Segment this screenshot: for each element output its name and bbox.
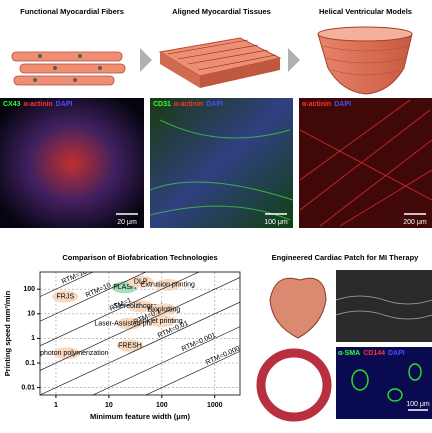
stain-label: CD144 xyxy=(363,350,385,357)
rtm-label: RTM=100 xyxy=(61,267,92,286)
chart: Comparison of Biofabrication Technologie… xyxy=(3,253,241,421)
technology-region xyxy=(52,290,79,303)
rtm-line xyxy=(40,277,240,371)
ultrasound-texture xyxy=(335,295,432,320)
technology-region xyxy=(154,278,181,291)
stain-label: α-actinin xyxy=(24,101,53,108)
y-tick-label: 10 xyxy=(27,311,35,318)
technology-region xyxy=(150,303,177,316)
x-tick-label: 100 xyxy=(156,402,168,409)
x-tick-label: 1000 xyxy=(207,402,223,409)
stain-label: α-actinin xyxy=(302,101,331,108)
micrograph xyxy=(336,347,432,419)
technology-label: Laser-Assisted printing xyxy=(94,320,165,327)
stain-label: DAPI xyxy=(206,101,223,108)
stain-label: DAPI xyxy=(388,350,405,357)
arrow xyxy=(288,48,300,72)
y-axis-label: Printing speed mm³/min xyxy=(3,290,12,376)
chart-title: Comparison of Biofabrication Technologie… xyxy=(62,253,217,262)
y-tick-label: 100 xyxy=(23,286,35,293)
technology-label: FLASH xyxy=(114,284,137,291)
panel-title: Aligned Myocardial Tissues xyxy=(172,7,271,16)
micrograph-texture xyxy=(149,119,294,221)
scale-bar-label: 20 μm xyxy=(117,219,137,226)
technology-region xyxy=(148,315,175,328)
y-tick-label: 0.01 xyxy=(21,384,35,391)
x-axis-label: Minimum feature width (μm) xyxy=(90,412,191,421)
technology-label: Bioplotting xyxy=(148,306,181,313)
stain-label: CX43 xyxy=(3,101,21,108)
technology-label: Extrusion printing xyxy=(141,282,195,289)
scale-bar-label: 100 μm xyxy=(406,401,430,408)
micrograph-texture xyxy=(299,99,432,227)
stain-label: CD31 xyxy=(153,101,171,108)
technology-label: FRJS xyxy=(57,293,75,300)
ultrasound xyxy=(336,270,432,342)
technology-region xyxy=(53,347,80,360)
rtm-line xyxy=(40,272,147,322)
stain-label: DAPI xyxy=(56,101,73,108)
rtm-line xyxy=(40,272,94,297)
y-tick-label: 1 xyxy=(31,335,35,342)
stain-label: α-actinin xyxy=(174,101,203,108)
technology-region xyxy=(127,300,154,313)
technology-region xyxy=(116,339,143,352)
micrograph xyxy=(0,98,144,228)
ventricle-illustration xyxy=(317,26,413,95)
technology-label: Stereolithography xyxy=(113,303,168,310)
technology-label: FRESH xyxy=(118,343,142,350)
technology-label: Inkjet printing xyxy=(141,318,183,325)
technology-region xyxy=(116,317,143,330)
plot-frame xyxy=(39,271,241,396)
micrograph-texture xyxy=(351,363,422,402)
x-tick-label: 1 xyxy=(54,402,58,409)
scale-bar-label: 200 μm xyxy=(403,219,427,226)
panel-title: Functional Myocardial Fibers xyxy=(20,7,124,16)
y-tick-label: 0.1 xyxy=(25,360,35,367)
scale-bar-label: 100 μm xyxy=(264,219,288,226)
patch-section xyxy=(256,348,332,422)
rtm-label: RTM=0.001 xyxy=(181,332,217,353)
technology-label: Two-photon polymerization xyxy=(25,350,109,357)
technology-label: DLP xyxy=(134,279,148,286)
rtm-line xyxy=(92,326,240,395)
rtm-line xyxy=(145,350,240,395)
arrow xyxy=(140,48,152,72)
heart-illustration xyxy=(269,277,327,339)
stain-label: α-SMA xyxy=(338,350,360,357)
rtm-label: RTM=10 xyxy=(85,282,113,299)
tissue-illustration xyxy=(158,37,282,88)
stain-label: DAPI xyxy=(334,101,351,108)
fiber-illustration xyxy=(11,51,126,86)
x-tick-label: 10 xyxy=(105,402,113,409)
micrograph xyxy=(150,98,293,228)
panel-title: Helical Ventricular Models xyxy=(319,7,412,16)
technology-region xyxy=(127,275,154,288)
panel-title: Engineered Cardiac Patch for MI Therapy xyxy=(272,253,420,262)
rtm-line xyxy=(40,272,200,347)
micrograph xyxy=(299,98,432,228)
rtm-line xyxy=(40,301,240,395)
rtm-label: RTM=1 xyxy=(109,297,133,313)
